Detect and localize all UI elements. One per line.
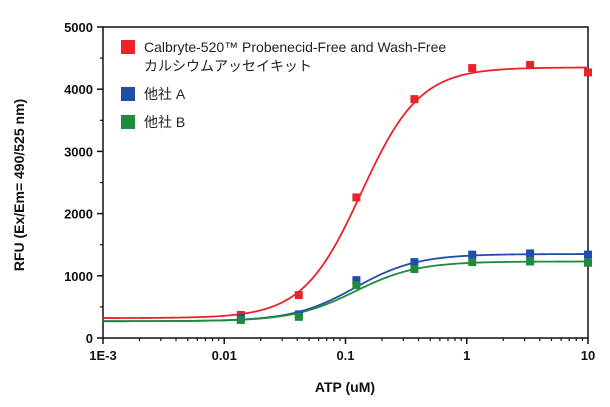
legend-label: カルシウムアッセイキット bbox=[144, 58, 312, 74]
y-tick-label: 0 bbox=[86, 331, 93, 346]
x-tick-label: 1E-3 bbox=[89, 348, 116, 363]
data-point-series-3 bbox=[468, 258, 477, 267]
data-point-series-2 bbox=[468, 250, 477, 259]
legend-label: 他社 A bbox=[144, 86, 186, 102]
data-point-series-3 bbox=[352, 281, 361, 290]
data-point-series-3 bbox=[410, 264, 419, 273]
x-tick-label: 1 bbox=[463, 348, 470, 363]
legend-swatch bbox=[121, 115, 135, 129]
fit-curve-series-2 bbox=[103, 253, 588, 323]
legend-swatch bbox=[121, 87, 135, 101]
data-point-series-3 bbox=[526, 257, 535, 266]
data-point-series-1 bbox=[584, 68, 592, 77]
x-axis-title: ATP (uM) bbox=[315, 379, 375, 395]
y-tick-label: 3000 bbox=[64, 144, 93, 159]
x-tick-label: 0.1 bbox=[336, 348, 354, 363]
fit-curves bbox=[103, 66, 589, 323]
data-point-series-1 bbox=[352, 193, 361, 202]
data-point-series-2 bbox=[526, 249, 535, 258]
legend-label: Calbryte-520™ Probenecid-Free and Wash-F… bbox=[144, 39, 446, 55]
data-point-series-1 bbox=[410, 95, 419, 104]
y-tick-label: 4000 bbox=[64, 82, 93, 97]
data-point-series-1 bbox=[526, 60, 535, 69]
x-tick-label: 0.01 bbox=[212, 348, 237, 363]
legend-swatch bbox=[121, 40, 135, 54]
legend: Calbryte-520™ Probenecid-Free and Wash-F… bbox=[121, 39, 446, 130]
data-point-series-3 bbox=[294, 312, 303, 321]
y-tick-label: 5000 bbox=[64, 20, 93, 35]
data-point-series-3 bbox=[584, 258, 592, 267]
fit-curve-series-3 bbox=[103, 260, 588, 323]
y-tick-label: 2000 bbox=[64, 207, 93, 222]
data-point-series-2 bbox=[410, 258, 419, 267]
y-tick-label: 1000 bbox=[64, 269, 93, 284]
data-point-series-3 bbox=[236, 315, 245, 324]
axes: 0 1000 2000 3000 4000 5000 1E-3 0.01 0.1 1 10 bbox=[64, 20, 595, 363]
fit-curve-series-1 bbox=[103, 66, 589, 319]
x-tick-label: 10 bbox=[581, 348, 595, 363]
data-point-series-2 bbox=[352, 276, 361, 285]
data-point-series-2 bbox=[584, 250, 592, 259]
legend-label: 他社 B bbox=[144, 114, 185, 130]
y-axis-title: RFU (Ex/Em= 490/525 nm) bbox=[11, 99, 27, 271]
data-points bbox=[236, 60, 592, 324]
data-point-series-1 bbox=[294, 291, 303, 300]
data-point-series-1 bbox=[468, 64, 477, 73]
